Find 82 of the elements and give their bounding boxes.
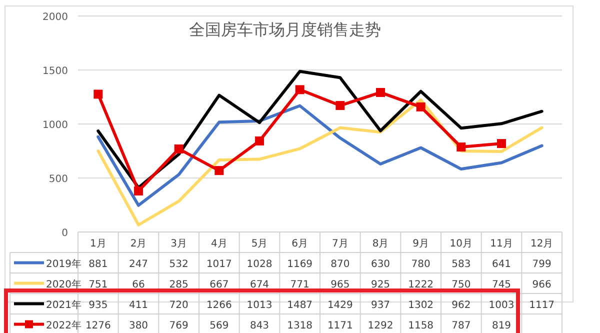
x-tick-label: 9月 [412,238,430,250]
x-tick-label: 12月 [530,238,554,250]
x-tick-label: 2月 [130,238,147,250]
data-label: 674 [250,279,270,290]
data-label: 247 [128,258,148,270]
line-series [96,104,544,207]
data-label: 745 [492,279,512,290]
data-label: 1222 [408,279,434,290]
data-label: 751 [88,279,108,290]
data-label: 799 [532,258,552,270]
point [376,88,385,97]
data-label: 937 [370,300,390,311]
line-series [96,98,544,226]
data-label: 667 [210,279,229,290]
point [336,101,345,110]
data-label: 965 [330,279,350,290]
data-label: 1017 [206,258,232,270]
x-tick-label: 4月 [210,238,228,250]
x-tick-label: 8月 [372,238,389,250]
data-label: 966 [532,279,552,290]
point [134,186,143,196]
data-label: 1003 [488,300,514,311]
data-label: 630 [370,258,390,270]
data-label: 1318 [287,320,313,332]
data-label: 1169 [287,258,313,270]
point [94,90,103,99]
x-tick-label: 10月 [450,238,473,250]
data-label: 66 [132,279,145,290]
data-label: 380 [128,320,148,332]
data-label: 1158 [408,320,434,332]
data-label: 771 [290,279,310,290]
data-label: 780 [411,258,430,270]
y-tick-label: 0 [62,228,68,239]
legend-label: 2020年 [46,278,82,290]
data-label: 925 [370,279,390,290]
y-tick-label: 1000 [42,120,68,131]
point [174,144,184,154]
legend-label: 2022年 [46,319,82,332]
point [255,136,264,146]
x-tick-label: 11月 [490,238,513,250]
data-label: 583 [452,258,471,270]
data-label: 1171 [327,320,353,332]
legend-label: 2021年 [46,298,82,311]
y-tick-label: 500 [48,174,68,185]
data-label: 285 [169,279,188,290]
data-label: 1302 [408,300,434,311]
data-label: 1487 [287,300,313,311]
data-label: 843 [250,320,270,332]
point [416,102,426,112]
data-label: 750 [452,279,471,290]
data-label: 641 [492,258,512,270]
data-label: 1429 [327,300,353,311]
data-label: 720 [169,300,188,311]
data-label: 569 [210,320,229,332]
x-tick-label: 5月 [251,238,268,250]
data-label: 1117 [529,300,555,311]
point [295,85,304,94]
chart-title: 全国房车市场月度销售走势 [189,20,381,39]
data-label: 1028 [246,258,272,270]
y-tick-label: 2000 [42,12,68,23]
point [214,166,224,176]
legend-label: 2019年 [46,258,82,270]
point [497,139,506,148]
data-label: 935 [88,300,108,311]
point [456,142,466,152]
x-tick-label: 7月 [332,238,348,250]
data-label: 1013 [246,300,272,311]
x-tick-label: 3月 [170,238,188,250]
data-label: 962 [452,300,471,311]
data-label: 532 [169,258,188,270]
data-label: 870 [330,258,350,270]
data-label: 769 [169,320,188,332]
data-label: 881 [88,258,108,270]
data-label: 1266 [206,300,232,311]
y-tick-label: 1500 [42,66,68,77]
data-label: 1292 [368,320,394,332]
x-tick-label: 1月 [90,238,106,250]
data-label: 819 [492,320,512,332]
data-label: 787 [452,320,471,332]
data-label: 1276 [85,320,111,332]
x-tick-label: 6月 [292,238,308,250]
data-label: 411 [128,300,148,311]
